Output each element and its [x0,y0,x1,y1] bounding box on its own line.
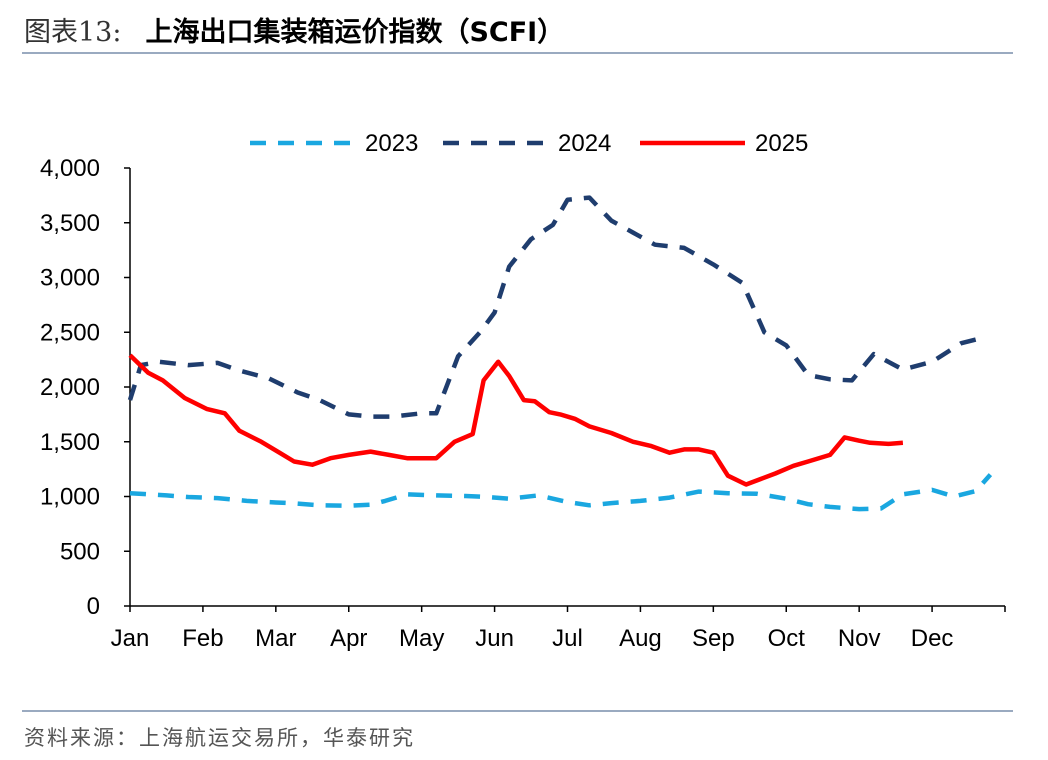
legend-label-2023: 2023 [365,130,418,157]
y-axis: 0 500 1,000 1,500 2,000 2,500 3,000 3,500 4,000 [40,155,131,620]
x-tick-label: Aug [619,625,662,652]
figure-title: 上海出口集装箱运价指数（SCFI） [145,17,565,48]
x-tick-label: May [399,625,444,652]
chart-series [127,195,993,512]
series-2025-line [128,353,904,487]
y-tick-label: 0 [87,593,100,620]
y-tick-label: 500 [60,538,100,565]
x-tick-label: Dec [911,625,954,652]
y-tick-label: 3,000 [40,265,100,292]
source-note: 资料来源：上海航运交易所，华泰研究 [24,726,415,750]
figure-title-bar: 图表13: 上海出口集装箱运价指数（SCFI） [24,10,564,49]
series-2023-line [129,473,993,512]
y-tick-label: 2,000 [40,374,100,401]
x-tick-label: Sep [692,625,735,652]
x-tick-label: Jan [111,625,150,652]
legend-label-2024: 2024 [558,130,611,157]
y-tick-label: 3,500 [40,210,100,237]
x-tick-label: Jul [552,625,583,652]
x-tick-label: Mar [255,625,296,652]
x-tick-label: Apr [330,625,367,652]
x-tick-label: Oct [768,625,806,652]
legend-label-2025: 2025 [755,130,808,157]
x-tick-label: Nov [838,625,881,652]
x-axis: Jan Feb Mar Apr May Jun Jul Aug Sep Oct Nov Dec [111,605,1006,652]
title-divider [22,52,1013,54]
x-tick-label: Feb [182,625,223,652]
scfi-line-chart: 2023 2024 2025 0 500 1,000 1,500 2,000 2,500 3,0… [40,130,1006,652]
y-tick-label: 4,000 [40,155,100,182]
y-tick-label: 2,500 [40,319,100,346]
series-2024-line [127,195,984,419]
chart-legend: 2023 2024 2025 [250,130,808,157]
figure-label: 图表13: [24,17,122,48]
y-tick-label: 1,500 [40,429,100,456]
y-tick-label: 1,000 [40,484,100,511]
x-tick-label: Jun [475,625,514,652]
footer-divider [22,710,1013,712]
